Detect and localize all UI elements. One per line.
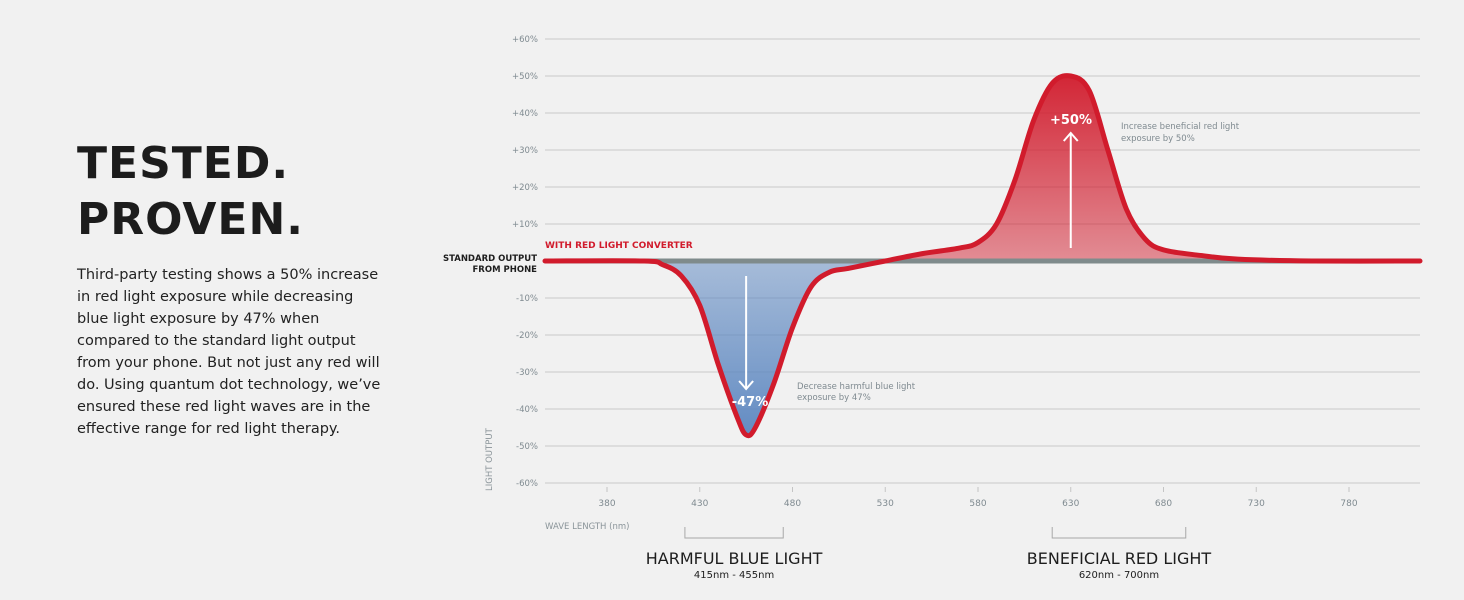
baseline-label-line1: STANDARD OUTPUT (443, 254, 537, 264)
y-axis-label: LIGHT OUTPUT (485, 427, 495, 491)
hero-section: TESTED. PROVEN. Third-party testing show… (77, 136, 387, 440)
range-title-1: BENEFICIAL RED LIGHT (1027, 549, 1212, 568)
peak-label: +50% (1050, 113, 1092, 128)
y-tick-label: +60% (512, 35, 538, 45)
range-subtitle-0: 415nm - 455nm (694, 570, 774, 581)
y-tick-label: +40% (512, 109, 538, 119)
x-tick-label: 430 (691, 499, 708, 509)
x-tick-label: 730 (1248, 499, 1265, 509)
x-tick-label: 480 (784, 499, 801, 509)
x-tick-label: 630 (1062, 499, 1079, 509)
y-tick-label: -30% (516, 368, 538, 378)
trough-annotation-line1: Decrease harmful blue light (797, 382, 916, 392)
range-title-0: HARMFUL BLUE LIGHT (646, 549, 823, 568)
increase-arrow-head (1062, 131, 1079, 142)
y-tick-label: -60% (516, 479, 538, 489)
y-tick-label: +30% (512, 146, 538, 156)
trough-label: -47% (732, 395, 769, 410)
x-tick-label: 780 (1340, 499, 1357, 509)
grid-layer (545, 38, 1420, 484)
y-tick-label: -20% (516, 331, 538, 341)
y-tick-label: +50% (512, 72, 538, 82)
hero-title: TESTED. PROVEN. (77, 136, 387, 248)
y-tick-label: -50% (516, 442, 538, 452)
hero-title-line2: PROVEN. (77, 194, 304, 245)
x-tick-label: 680 (1155, 499, 1172, 509)
peak-annotation-line1: Increase beneficial red light (1121, 122, 1240, 132)
series-line-red-light-converter (542, 73, 1423, 439)
peak-annotation-line2: exposure by 50% (1121, 134, 1195, 144)
range-bracket (1051, 527, 1187, 539)
blue-area-fill (657, 262, 881, 436)
baseline-label-line2: FROM PHONE (473, 265, 538, 275)
range-bracket (684, 527, 784, 539)
hero-body: Third-party testing shows a 50% increase… (77, 267, 381, 437)
red-area-fill (545, 75, 1420, 262)
x-axis-label: WAVE LENGTH (nm) (545, 522, 629, 532)
range-subtitle-1: 620nm - 700nm (1079, 570, 1159, 581)
x-tick-label: 580 (969, 499, 986, 509)
x-tick-labels: 380 430 480 530 580 630 680 730 780 (598, 487, 1358, 509)
x-tick-label: 380 (598, 499, 615, 509)
y-tick-labels: +60% +50% +40% +30% +20% +10% -10% -20% -30% -40%… (512, 35, 538, 489)
hero-title-line1: TESTED. (77, 138, 290, 189)
y-tick-label: +10% (512, 220, 538, 230)
wavelength-ranges: HARMFUL BLUE LIGHT 415nm - 455nm BENEFICIA… (646, 527, 1212, 581)
series-label: WITH RED LIGHT CONVERTER (545, 241, 693, 251)
trough-annotation-line2: exposure by 47% (797, 393, 871, 403)
y-tick-label: -40% (516, 405, 538, 415)
y-tick-label: +20% (512, 183, 538, 193)
decrease-arrow-head (738, 380, 754, 391)
y-tick-label: -10% (516, 294, 538, 304)
x-tick-label: 530 (877, 499, 894, 509)
